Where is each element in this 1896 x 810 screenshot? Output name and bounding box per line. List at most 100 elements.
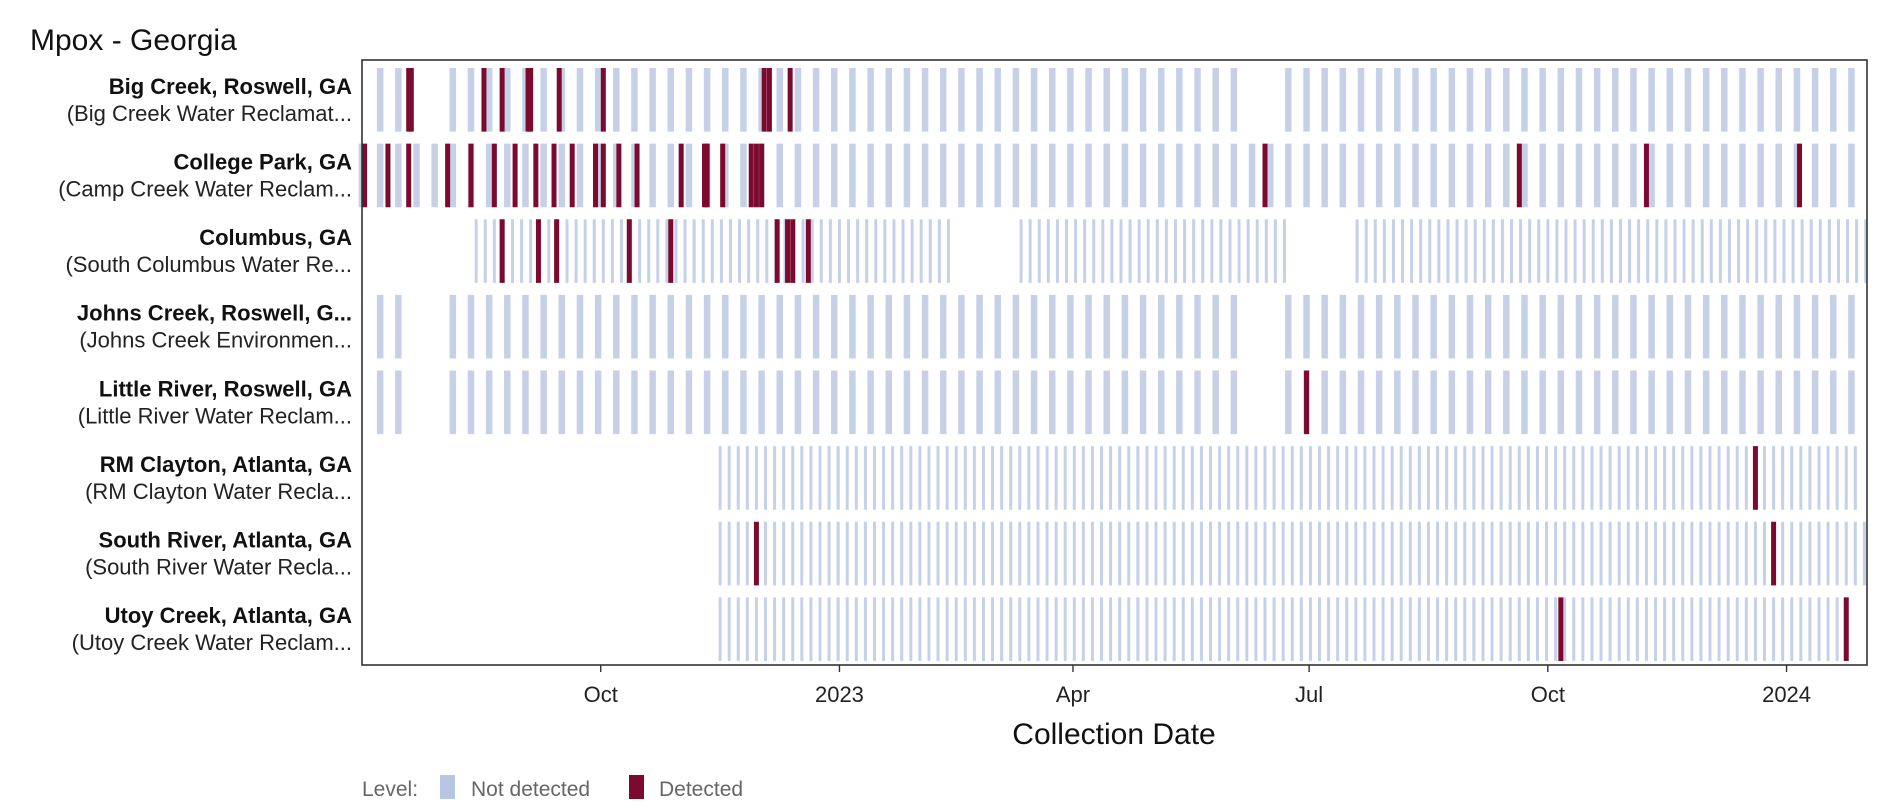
sample-not-detected <box>1575 294 1583 359</box>
sample-not-detected <box>1503 143 1510 208</box>
sample-not-detected <box>1690 597 1694 662</box>
sample-not-detected <box>1036 597 1040 662</box>
sample-not-detected <box>1699 597 1703 662</box>
sample-not-detected <box>1739 143 1746 208</box>
sample-not-detected <box>1545 521 1549 586</box>
sample-not-detected <box>736 597 740 662</box>
sample-not-detected <box>1408 521 1412 586</box>
sample-not-detected <box>1154 446 1158 510</box>
site-subtitle: (Johns Creek Environmen... <box>79 328 352 353</box>
sample-detected <box>774 219 780 283</box>
sample-not-detected <box>1608 521 1612 586</box>
sample-not-detected <box>1702 370 1710 435</box>
sample-not-detected <box>1599 521 1603 586</box>
sample-not-detected <box>613 143 620 208</box>
sample-not-detected <box>900 597 904 662</box>
sample-not-detected <box>1608 446 1612 510</box>
sample-not-detected <box>1539 68 1546 132</box>
sample-not-detected <box>1739 294 1746 359</box>
sample-not-detected <box>1735 597 1739 662</box>
sample-not-detected <box>1557 370 1565 435</box>
sample-not-detected <box>1063 597 1067 662</box>
sample-not-detected <box>1072 446 1076 510</box>
sample-not-detected <box>836 446 840 510</box>
sample-detected <box>525 68 531 132</box>
sample-not-detected <box>1172 446 1176 510</box>
sample-not-detected <box>740 68 747 132</box>
sample-not-detected <box>1209 597 1213 662</box>
sample-not-detected <box>939 294 947 359</box>
sample-not-detected <box>1085 68 1092 132</box>
sample-not-detected <box>1048 370 1056 435</box>
x-tick-label: Apr <box>1056 682 1090 707</box>
sample-not-detected <box>1626 446 1630 510</box>
sample-not-detected <box>1735 446 1739 510</box>
sample-not-detected <box>1830 143 1837 208</box>
sample-not-detected <box>936 521 940 586</box>
sample-not-detected <box>1708 597 1712 662</box>
sample-not-detected <box>1254 446 1258 510</box>
sample-detected <box>600 143 606 208</box>
sample-not-detected <box>1590 597 1594 662</box>
sample-not-detected <box>1681 446 1685 510</box>
sample-not-detected <box>1490 597 1494 662</box>
sample-not-detected <box>1375 68 1383 132</box>
sample-not-detected <box>1575 68 1583 132</box>
x-tick-label: 2023 <box>815 682 864 707</box>
sample-not-detected <box>1809 219 1813 283</box>
sample-not-detected <box>1412 68 1419 132</box>
sample-not-detected <box>1181 521 1185 586</box>
sample-detected <box>748 143 754 208</box>
sample-not-detected <box>909 597 913 662</box>
sample-not-detected <box>1454 597 1458 662</box>
sample-not-detected <box>565 219 569 283</box>
sample-not-detected <box>1430 68 1437 132</box>
sample-detected <box>1304 370 1310 435</box>
sample-not-detected <box>1484 294 1492 359</box>
sample-not-detected <box>727 446 731 510</box>
sample-not-detected <box>449 68 457 132</box>
sample-not-detected <box>649 370 656 435</box>
legend-title: Level: <box>362 778 418 801</box>
sample-not-detected <box>1591 219 1595 283</box>
sample-not-detected <box>1357 143 1365 208</box>
sample-not-detected <box>1030 68 1038 132</box>
sample-not-detected <box>863 446 867 510</box>
sample-not-detected <box>594 294 602 359</box>
sample-not-detected <box>856 219 860 283</box>
sample-not-detected <box>1321 370 1328 435</box>
sample-not-detected <box>1684 68 1692 132</box>
sample-not-detected <box>1110 219 1114 283</box>
sample-not-detected <box>945 521 949 586</box>
sample-not-detected <box>740 143 747 208</box>
sample-detected <box>445 143 451 208</box>
sample-not-detected <box>1181 597 1185 662</box>
sample-not-detected <box>758 370 765 435</box>
sample-not-detected <box>1437 219 1441 283</box>
sample-not-detected <box>1700 219 1704 283</box>
sample-detected <box>1516 143 1522 208</box>
sample-not-detected <box>1299 597 1303 662</box>
sample-not-detected <box>849 68 856 132</box>
sample-not-detected <box>1000 446 1004 510</box>
sample-not-detected <box>1503 294 1510 359</box>
sample-not-detected <box>1808 597 1812 662</box>
sample-not-detected <box>1436 446 1440 510</box>
sample-not-detected <box>1521 68 1528 132</box>
sample-not-detected <box>1401 219 1405 283</box>
sample-not-detected <box>1463 446 1467 510</box>
sample-not-detected <box>1012 294 1020 359</box>
sample-not-detected <box>638 219 642 283</box>
sample-not-detected <box>1702 68 1710 132</box>
sample-not-detected <box>945 446 949 510</box>
sample-not-detected <box>972 521 976 586</box>
sample-not-detected <box>1757 370 1764 435</box>
sample-not-detected <box>1372 597 1376 662</box>
sample-not-detected <box>504 143 511 208</box>
sample-detected <box>626 219 632 283</box>
sample-not-detected <box>1517 446 1521 510</box>
sample-not-detected <box>1137 219 1141 283</box>
sample-not-detected <box>1835 597 1839 662</box>
sample-not-detected <box>991 521 995 586</box>
sample-not-detected <box>1157 294 1165 359</box>
